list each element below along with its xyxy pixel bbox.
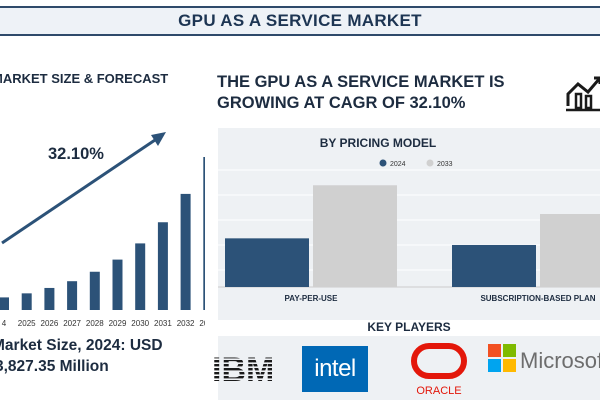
cagr-statement: THE GPU AS A SERVICE MARKET IS GROWING A… (217, 73, 505, 112)
legend-label-2024: 2024 (390, 161, 406, 168)
tick-label-2024: 4 (2, 319, 7, 328)
tick-label-2028: 2028 (86, 319, 104, 328)
tick-label-2025: 2025 (18, 319, 36, 328)
bar-2031 (157, 222, 168, 310)
category-label-0: PAY-PER-USE (285, 294, 339, 303)
category-label-1: SUBSCRIPTION-BASED PLAN (480, 294, 595, 303)
bar-2030 (135, 243, 146, 310)
bar-2032 (180, 193, 191, 310)
market-size-line2: 3,827.35 Million (0, 358, 109, 375)
bar-2026 (44, 287, 55, 310)
ibm-logo: IBM (210, 348, 274, 389)
bar-2024 (0, 297, 9, 310)
forecast-heading: MARKET SIZE & FORECAST (0, 71, 169, 86)
market-size-label: Market Size, 2024: USD 3,827.35 Million (0, 335, 163, 377)
intel-logo-text: intel (314, 355, 356, 382)
key-players-panel: IBM intel ORACLE Microsoft (212, 336, 600, 400)
microsoft-logo: Microsoft (488, 344, 600, 384)
bar-2033 (203, 157, 205, 310)
page-title: GPU AS A SERVICE MARKET (178, 11, 422, 30)
pricing-chart: 2024 2033 PAY-PER-USE SUBSCRIPTION-BASED P… (218, 159, 600, 303)
key-players-title: KEY PLAYERS (367, 320, 451, 334)
tick-label-2027: 2027 (63, 319, 81, 328)
tick-label-2032: 2032 (177, 319, 195, 328)
svg-text:IBM: IBM (212, 351, 272, 388)
bar-2033-0 (313, 185, 397, 287)
intel-logo: intel (302, 346, 368, 392)
legend-marker-2024 (379, 159, 387, 167)
tick-label-2030: 2030 (131, 319, 149, 328)
bar-2024-1 (452, 244, 536, 287)
market-size-line1: Market Size, 2024: USD (0, 337, 163, 354)
svg-text:ORACLE: ORACLE (416, 385, 461, 397)
title-bar: GPU AS A SERVICE MARKET (0, 6, 600, 36)
trend-arrow-head (151, 132, 166, 146)
tick-label-2029: 2029 (109, 319, 127, 328)
bar-2025 (21, 293, 32, 310)
pricing-title: BY PRICING MODEL (319, 136, 437, 150)
bar-2027 (67, 281, 78, 310)
bar-2028 (89, 271, 100, 310)
bar-2029 (112, 259, 123, 310)
legend-marker-2033 (426, 159, 434, 167)
tick-label-2031: 2031 (154, 319, 172, 328)
oracle-logo: ORACLE (408, 342, 472, 398)
svg-text:Microsoft: Microsoft (520, 348, 600, 373)
forecast-chart: 4 2025 2026 2027 2028 2029 2030 2031 2032 2033 32… (0, 132, 205, 328)
tick-label-2033: 2033 (199, 319, 205, 328)
trend-arrow-line (1, 136, 159, 245)
bar-2033-1 (540, 214, 600, 287)
bar-2024-0 (225, 238, 309, 287)
tick-label-2026: 2026 (41, 319, 59, 328)
legend-label-2033: 2033 (437, 161, 453, 168)
chart-growth-icon (566, 76, 600, 112)
pricing-panel (218, 128, 600, 320)
cagr-annotation: 32.10% (48, 145, 104, 163)
